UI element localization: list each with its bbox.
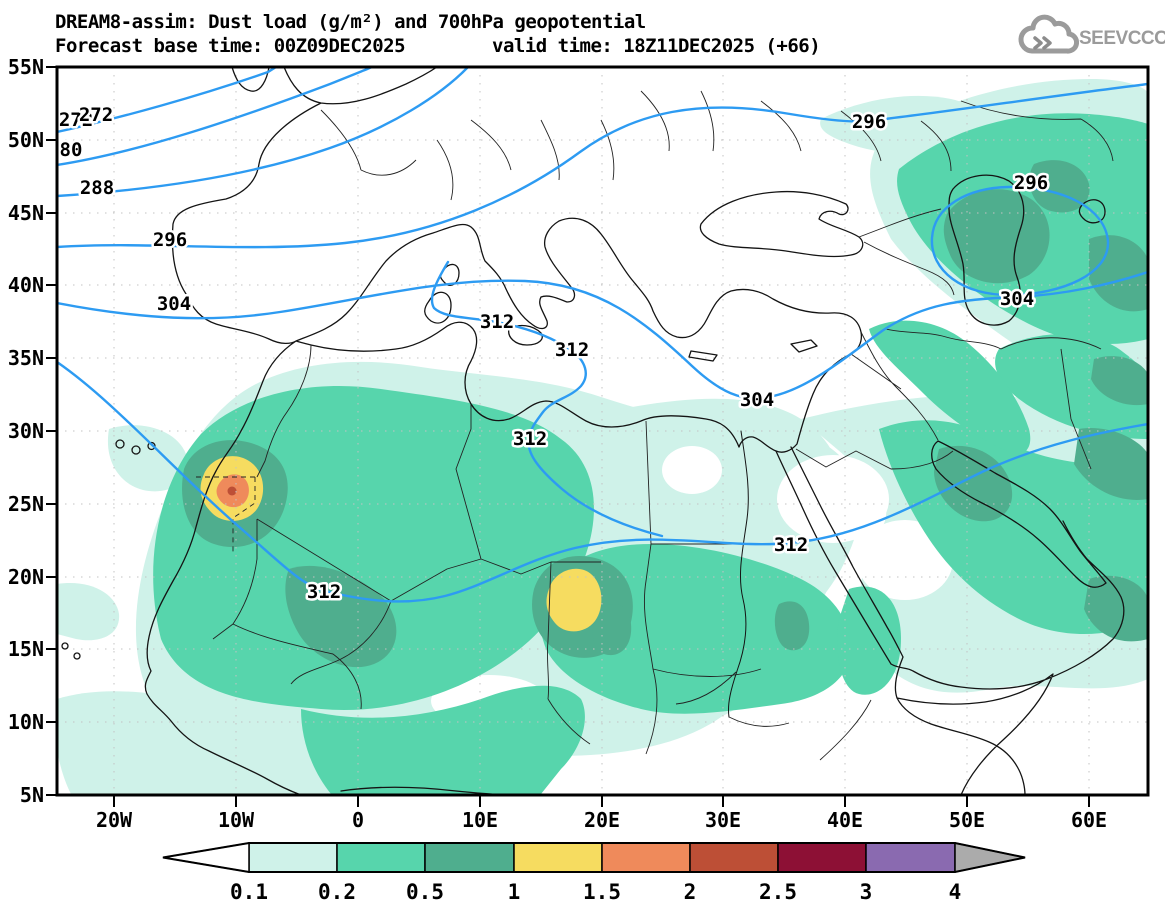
contour-label-304-east: 304 xyxy=(1000,288,1034,310)
lat-label-15n: 15N xyxy=(8,637,44,661)
dust-shading-level-0-5 xyxy=(182,160,1148,668)
lat-label-10n: 10N xyxy=(8,710,44,734)
lat-label-20n: 20N xyxy=(8,565,44,589)
western-sahara-dashed-border xyxy=(196,476,256,554)
country-borders xyxy=(212,90,1114,761)
geopotential-contours xyxy=(57,67,1148,603)
contour-272 xyxy=(57,67,278,134)
coastline-seas xyxy=(699,174,1125,795)
colorbar-segment-0-1 xyxy=(248,842,338,873)
colorbar-outline xyxy=(162,842,1026,873)
contour-label-group: 272 272 80 288 296 304 312 312 312 312 3… xyxy=(56,102,1050,606)
colorbar-label-0-2: 0.2 xyxy=(318,880,356,904)
nile-river xyxy=(728,430,749,718)
colorbar-segment-1-5 xyxy=(601,842,691,873)
coastline-europe-africa xyxy=(144,67,863,795)
lon-label-60e: 60E xyxy=(1071,808,1107,832)
lat-label-40n: 40N xyxy=(8,273,44,297)
lon-label-30e: 30E xyxy=(705,808,741,832)
contour-label-312-mali: 312 xyxy=(307,581,341,603)
contour-296 xyxy=(57,82,1148,249)
lat-label-5n: 5N xyxy=(20,783,44,807)
colorbar-label-2-5: 2.5 xyxy=(759,880,797,904)
colorbar-label-3: 3 xyxy=(860,880,873,904)
lon-label-10w: 10W xyxy=(218,808,255,832)
contour-label-312-libya: 312 xyxy=(513,428,547,450)
colorbar-segment-2-5 xyxy=(777,842,867,873)
colorbar-segment-0-2 xyxy=(336,842,426,873)
cloud-arrows-icon xyxy=(1033,36,1052,50)
contour-312-mediterranean xyxy=(430,260,664,538)
contour-label-288: 288 xyxy=(80,177,114,199)
contour-label-296-caspian: 296 xyxy=(1014,172,1048,194)
contour-label-296-north: 296 xyxy=(852,111,886,133)
contour-label-312-tunisia: 312 xyxy=(480,311,514,333)
lon-label-20w: 20W xyxy=(96,808,133,832)
valid-time: valid time: 18Z11DEC2025 (+66) xyxy=(492,35,820,57)
seevccc-logo: SEEVCCC xyxy=(1018,14,1165,54)
colorbar-labels: 0.1 0.2 0.5 1 1.5 2 2.5 3 4 xyxy=(230,880,961,904)
lat-label-55n: 55N xyxy=(8,55,44,79)
colorbar-segment-1 xyxy=(513,842,603,873)
contour-label-312-sicily: 312 xyxy=(555,339,589,361)
contour-304 xyxy=(57,270,1148,400)
colorbar-segment-2 xyxy=(689,842,779,873)
colorbar-label-1: 1 xyxy=(508,880,521,904)
contour-280 xyxy=(57,67,374,167)
colorbar-label-0-1: 0.1 xyxy=(230,880,268,904)
contour-label-304-levant: 304 xyxy=(740,389,774,411)
lat-label-30n: 30N xyxy=(8,419,44,443)
lon-label-20e: 20E xyxy=(584,808,620,832)
lon-ticks xyxy=(113,795,1090,807)
colorbar-segment-3 xyxy=(865,842,956,873)
lon-label-50e: 50E xyxy=(949,808,985,832)
colorbar-label-2: 2 xyxy=(684,880,697,904)
contour-label-280: 80 xyxy=(60,139,83,161)
contour-label-296-west: 296 xyxy=(153,229,187,251)
colorbar-label-0-5: 0.5 xyxy=(406,880,444,904)
map-title: DREAM8-assim: Dust load (g/m²) and 700hP… xyxy=(55,11,646,33)
lat-axis-labels: 55N 50N 45N 40N 35N 30N 25N 20N 15N 10N … xyxy=(8,55,44,807)
lat-label-25n: 25N xyxy=(8,492,44,516)
lat-label-45n: 45N xyxy=(8,201,44,225)
colorbar: 0.1 0.2 0.5 1 1.5 2 2.5 3 4 xyxy=(162,842,1026,904)
colorbar-label-4: 4 xyxy=(949,880,962,904)
lon-label-0: 0 xyxy=(352,808,364,832)
lat-ticks xyxy=(46,66,57,796)
contour-label-272: 272 xyxy=(59,109,93,131)
cloud-icon xyxy=(1018,14,1079,54)
lat-label-35n: 35N xyxy=(8,346,44,370)
colorbar-segment-0-5 xyxy=(424,842,515,873)
contour-label-304-west: 304 xyxy=(157,293,191,315)
contour-label-312-egypt: 312 xyxy=(774,534,808,556)
contour-288 xyxy=(57,67,470,198)
lon-label-40e: 40E xyxy=(827,808,863,832)
forecast-base-time: Forecast base time: 00Z09DEC2025 xyxy=(55,35,405,57)
logo-text: SEEVCCC xyxy=(1079,28,1165,49)
map-canvas xyxy=(57,67,1148,795)
lon-axis-labels: 20W 10W 0 10E 20E 30E 40E 50E 60E xyxy=(96,808,1107,832)
contour-label-272b: 272 xyxy=(79,104,113,126)
contour-312-south xyxy=(57,360,1148,603)
dust-hotspot-chad xyxy=(546,568,602,632)
colorbar-label-1-5: 1.5 xyxy=(583,880,621,904)
lat-label-50n: 50N xyxy=(8,128,44,152)
contour-296-closed xyxy=(930,185,1110,297)
lon-label-10e: 10E xyxy=(462,808,498,832)
